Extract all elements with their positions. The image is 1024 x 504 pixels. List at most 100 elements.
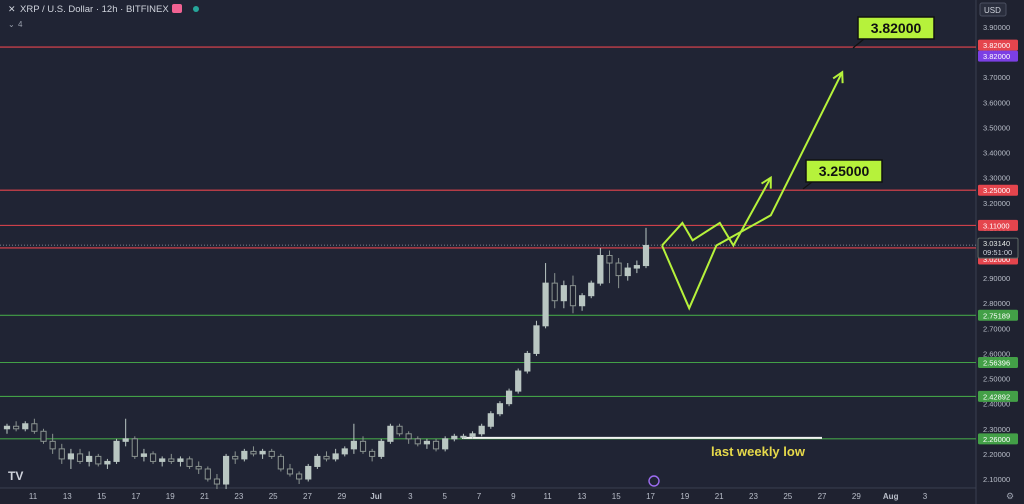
- candle-body[interactable]: [222, 455, 230, 485]
- candle-body[interactable]: [341, 448, 348, 455]
- settings-gear-icon[interactable]: ⚙: [1006, 491, 1014, 501]
- level-price-tag-support[interactable]: [978, 356, 1018, 368]
- candle-body[interactable]: [496, 403, 504, 415]
- candle-body[interactable]: [505, 390, 513, 405]
- candle-body[interactable]: [323, 455, 330, 460]
- candle-body[interactable]: [104, 460, 111, 465]
- candle-body[interactable]: [86, 455, 93, 462]
- candle-body[interactable]: [241, 450, 248, 460]
- level-price-tag-support[interactable]: [978, 309, 1018, 321]
- level-price-tag-resistance-text: 3.11000: [983, 221, 1010, 230]
- candle-body[interactable]: [515, 370, 522, 392]
- candle-body[interactable]: [487, 413, 494, 427]
- level-price-tag-support[interactable]: [978, 433, 1018, 445]
- candle-body[interactable]: [624, 267, 631, 277]
- flag-icon[interactable]: [172, 4, 182, 13]
- candle-body[interactable]: [423, 440, 431, 445]
- projection-arrowhead: [832, 70, 844, 84]
- candle-body[interactable]: [76, 453, 84, 462]
- candle-body[interactable]: [149, 453, 157, 462]
- candle-body[interactable]: [58, 448, 65, 460]
- candle-body[interactable]: [232, 455, 239, 460]
- candle-body[interactable]: [168, 458, 175, 462]
- candle-body[interactable]: [551, 282, 558, 302]
- candle-body[interactable]: [560, 285, 567, 302]
- candle-body[interactable]: [615, 262, 622, 277]
- y-tick-label: 3.60000: [983, 98, 1010, 107]
- projection-path-b[interactable]: [661, 177, 772, 248]
- candle-body[interactable]: [177, 458, 184, 462]
- level-price-tag-resistance[interactable]: [978, 39, 1018, 51]
- target-box[interactable]: [805, 159, 883, 183]
- level-price-tag-resistance[interactable]: [978, 184, 1018, 196]
- candle-body[interactable]: [451, 435, 458, 440]
- candle-body[interactable]: [359, 440, 367, 452]
- candle-body[interactable]: [204, 468, 211, 480]
- candle-body[interactable]: [13, 425, 20, 430]
- candle-body[interactable]: [533, 325, 540, 354]
- x-tick-label: 29: [852, 492, 861, 501]
- candle-body[interactable]: [31, 423, 38, 432]
- candle-body[interactable]: [387, 425, 394, 442]
- projection-path-a[interactable]: [661, 71, 844, 311]
- candle-body[interactable]: [186, 458, 193, 467]
- candle-body[interactable]: [250, 450, 257, 455]
- candle-body[interactable]: [597, 255, 604, 284]
- candle-body[interactable]: [22, 423, 29, 430]
- x-tick-label: 13: [63, 492, 72, 501]
- level-price-tag-support[interactable]: [978, 390, 1018, 402]
- candle-body[interactable]: [442, 438, 449, 450]
- target-box[interactable]: [857, 16, 935, 40]
- candle-body[interactable]: [350, 440, 357, 450]
- candle-body[interactable]: [113, 440, 120, 462]
- candle-body[interactable]: [478, 425, 485, 435]
- candle-body[interactable]: [432, 440, 440, 450]
- chevron-down-icon[interactable]: ⌄: [8, 20, 15, 29]
- candle-body[interactable]: [277, 455, 284, 470]
- candle-body[interactable]: [579, 295, 586, 307]
- y-tick-label: 3.40000: [983, 149, 1010, 158]
- candle-body[interactable]: [524, 352, 531, 372]
- candle-body[interactable]: [40, 430, 47, 442]
- candle-body[interactable]: [140, 453, 148, 457]
- candle-body[interactable]: [286, 468, 294, 475]
- candle-body[interactable]: [296, 473, 303, 480]
- candle-body[interactable]: [542, 282, 549, 327]
- candle-body[interactable]: [213, 478, 221, 485]
- candle-body[interactable]: [405, 433, 412, 440]
- candle-body[interactable]: [305, 465, 312, 480]
- candle-body[interactable]: [3, 425, 11, 430]
- event-marker-icon[interactable]: [648, 475, 660, 487]
- candle-body[interactable]: [588, 282, 595, 297]
- level-price-tag-resistance[interactable]: [978, 219, 1018, 231]
- currency-selector[interactable]: [979, 2, 1007, 17]
- close-icon[interactable]: ✕: [8, 4, 16, 14]
- candle-body[interactable]: [49, 440, 56, 450]
- candle-body[interactable]: [122, 438, 129, 442]
- candle-body[interactable]: [369, 450, 376, 457]
- x-tick-label: 25: [783, 492, 792, 501]
- candle-body[interactable]: [414, 438, 421, 445]
- candle-body[interactable]: [159, 458, 166, 462]
- candle-body[interactable]: [606, 255, 613, 264]
- target-label: 3.82000: [871, 20, 922, 36]
- candle-body[interactable]: [569, 285, 577, 307]
- current-price-tag[interactable]: [977, 237, 1019, 259]
- candle-body[interactable]: [195, 465, 202, 470]
- candle-body[interactable]: [268, 450, 275, 457]
- candle-body[interactable]: [95, 455, 102, 465]
- candle-body[interactable]: [314, 455, 321, 467]
- candle-body[interactable]: [378, 440, 385, 457]
- candle-body[interactable]: [332, 453, 339, 460]
- candle-body[interactable]: [131, 438, 138, 457]
- alert-price-tag[interactable]: [978, 50, 1018, 62]
- candle-body[interactable]: [396, 425, 403, 435]
- candle-body[interactable]: [460, 435, 467, 438]
- candle-body[interactable]: [633, 265, 640, 269]
- candle-body[interactable]: [469, 433, 476, 437]
- candle-body[interactable]: [642, 244, 650, 267]
- candle-body[interactable]: [259, 450, 266, 455]
- candle-body[interactable]: [67, 453, 75, 460]
- y-tick-label: 3.70000: [983, 73, 1010, 82]
